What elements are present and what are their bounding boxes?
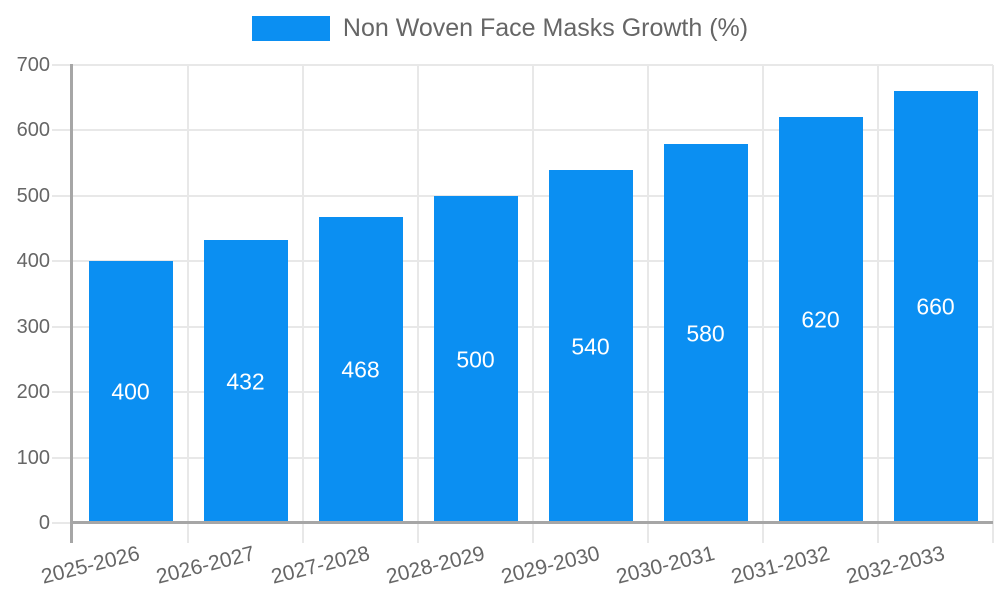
bar-value-label: 540 (571, 333, 610, 359)
gridline-vertical (992, 65, 994, 543)
y-axis-tick-label: 300 (16, 315, 50, 338)
legend-swatch (251, 16, 330, 41)
x-axis-category-label: 2032-2033 (844, 542, 948, 589)
bar-2031-2032[interactable]: 620 (778, 117, 863, 523)
y-axis-tick-label: 500 (16, 184, 50, 207)
gridline-horizontal (52, 64, 993, 66)
gridline-vertical (302, 65, 304, 543)
bar-value-label: 620 (801, 306, 840, 333)
bar-value-label: 660 (916, 293, 955, 320)
x-axis-category-label: 2026-2027 (154, 542, 258, 589)
x-axis-category-label: 2027-2028 (269, 542, 373, 589)
bar-value-label: 400 (111, 378, 150, 405)
gridline-horizontal (52, 194, 993, 197)
gridline-vertical (762, 65, 764, 543)
y-axis-tick-label: 0 (38, 512, 50, 534)
gridline-horizontal (52, 456, 993, 459)
x-axis-line (70, 521, 993, 524)
bar-value-label: 432 (226, 368, 265, 394)
gridline-vertical (532, 65, 534, 543)
x-axis-category-label: 2031-2032 (729, 542, 833, 589)
gridline-horizontal (52, 325, 993, 328)
bar-2028-2029[interactable]: 500 (433, 196, 518, 523)
bar-value-label: 468 (341, 356, 380, 383)
y-axis-tick-label: 100 (16, 446, 50, 469)
bar-2025-2026[interactable]: 400 (88, 261, 173, 523)
y-axis-tick-label: 600 (16, 119, 50, 142)
x-axis-category-label: 2025-2026 (39, 542, 143, 589)
x-axis-category-label: 2028-2029 (384, 542, 488, 589)
gridline-vertical (877, 65, 879, 543)
gridline-horizontal (52, 260, 993, 263)
gridline-vertical (647, 65, 649, 543)
bar-value-label: 580 (686, 320, 725, 346)
y-axis-tick-label: 400 (16, 250, 50, 273)
y-axis-tick-label: 700 (16, 54, 50, 76)
bar-2032-2033[interactable]: 660 (893, 91, 978, 523)
legend-label: Non Woven Face Masks Growth (%) (342, 14, 749, 42)
gridline-horizontal (52, 391, 993, 394)
bar-2026-2027[interactable]: 432 (203, 240, 288, 523)
bar-value-label: 500 (456, 346, 495, 372)
bar-2027-2028[interactable]: 468 (318, 217, 403, 523)
gridline-horizontal (52, 129, 993, 132)
legend[interactable]: Non Woven Face Masks Growth (%) (0, 16, 1000, 41)
gridline-vertical (187, 65, 189, 543)
y-axis-line (70, 64, 73, 543)
gridline-vertical (417, 65, 419, 543)
x-axis-category-label: 2030-2031 (614, 542, 718, 589)
bar-2029-2030[interactable]: 540 (548, 170, 633, 523)
y-axis-tick-label: 200 (16, 381, 50, 404)
bar-2030-2031[interactable]: 580 (663, 144, 748, 523)
x-axis-category-label: 2029-2030 (499, 542, 603, 589)
